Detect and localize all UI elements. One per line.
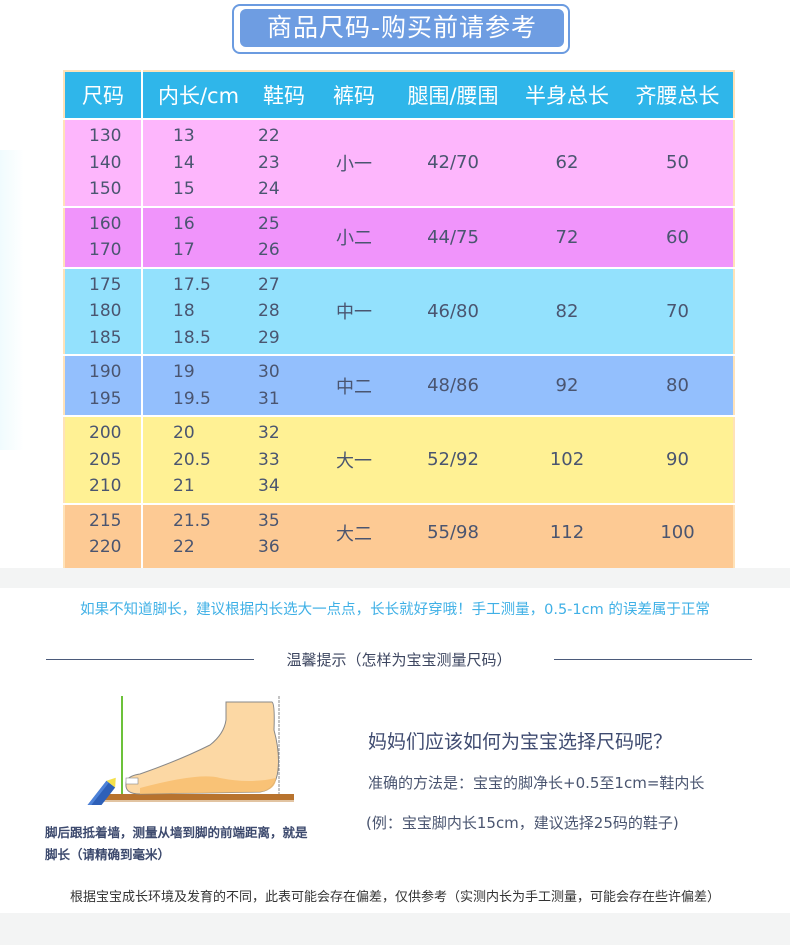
guide-method: 准确的方法是：宝宝的脚净长+0.5至1cm=鞋内长 xyxy=(368,774,705,792)
waist-length-cell: 80 xyxy=(622,354,734,416)
table-row: 190 195 19 19.5 30 31 中二 48/86 92 80 xyxy=(64,354,734,416)
disclaimer: 根据宝宝成长环境及发育的不同，此表可能会存在偏差，仅供参考（实测内长为手工测量，… xyxy=(69,890,720,905)
size-cell: 175 180 185 xyxy=(64,266,143,355)
size-cell: 190 195 xyxy=(64,354,143,416)
leg-waist-cell: 46/80 xyxy=(394,266,512,355)
guide-example: (例：宝宝脚内长15cm，建议选择25码的鞋子) xyxy=(366,814,679,832)
waist-length-cell: 100 xyxy=(622,502,734,576)
divider-band xyxy=(0,568,790,588)
inner-length-cell: 13 14 15 xyxy=(173,126,195,199)
pants-size-cell: 中二 xyxy=(314,354,394,416)
half-length-cell: 102 xyxy=(512,415,622,504)
header-pants-size: 裤码 xyxy=(314,71,394,120)
leg-waist-cell: 48/86 xyxy=(394,354,512,416)
divider-right xyxy=(554,659,752,660)
table-header-row: 尺码 内长/cm 鞋码 裤码 腿围/腰围 半身总长 齐腰总长 xyxy=(64,71,734,120)
pants-size-cell: 中一 xyxy=(314,266,394,355)
header-inner-length: 内长/cm xyxy=(142,71,254,120)
pants-size-cell: 大二 xyxy=(314,502,394,576)
shoe-size-cell: 27 28 29 xyxy=(254,266,314,355)
sizing-tip: 如果不知道脚长，建议根据内长选大一点点，长长就好穿哦！手工测量，0.5-1cm … xyxy=(80,602,710,618)
leg-waist-cell: 42/70 xyxy=(427,152,479,174)
header-shoe-size: 鞋码 xyxy=(254,71,314,120)
background-glow xyxy=(0,150,24,450)
header-waist-length: 齐腰总长 xyxy=(622,71,734,120)
half-length-cell: 82 xyxy=(512,266,622,355)
caption-line-1: 脚后跟抵着墙，测量从墙到脚的前端距离，就是 xyxy=(45,825,308,840)
waist-length-cell: 70 xyxy=(622,266,734,355)
header-size: 尺码 xyxy=(64,71,143,120)
section-header: 温馨提示（怎样为宝宝测量尺码） xyxy=(46,648,752,672)
title-banner: 商品尺码-购买前请参考 xyxy=(232,4,570,54)
pants-size-cell: 小一 xyxy=(336,153,372,175)
waist-length-cell: 50 xyxy=(666,152,689,174)
size-cell: 160 170 xyxy=(64,205,143,268)
header-half-length: 半身总长 xyxy=(512,71,622,120)
size-cell: 130 140 150 xyxy=(64,119,143,207)
size-cell: 200 205 210 xyxy=(64,415,143,504)
shoe-size-cell: 32 33 34 xyxy=(254,415,314,504)
size-chart-table: 尺码 内长/cm 鞋码 裤码 腿围/腰围 半身总长 齐腰总长 130 140 150… xyxy=(63,70,735,577)
inner-length-cell: 21.5 22 xyxy=(142,502,254,576)
table-row: 200 205 210 20 20.5 21 32 33 34 大一 52/92 102 9… xyxy=(64,415,734,504)
pants-size-cell: 小二 xyxy=(314,205,394,268)
table-row: 130 140 150 13 14 15 22 23 24 小一 42/70 62 50 xyxy=(64,119,734,207)
shoe-size-cell: 25 26 xyxy=(254,205,314,268)
divider-left xyxy=(46,659,254,660)
table-row: 160 170 16 17 25 26 小二 44/75 72 60 xyxy=(64,205,734,268)
header-leg-waist: 腿围/腰围 xyxy=(394,71,512,120)
shoe-size-cell: 30 31 xyxy=(254,354,314,416)
pencil-icon xyxy=(84,777,116,805)
waist-length-cell: 60 xyxy=(622,205,734,268)
waist-length-cell: 90 xyxy=(622,415,734,504)
half-length-cell: 72 xyxy=(512,205,622,268)
table-row: 215 220 21.5 22 35 36 大二 55/98 112 100 xyxy=(64,502,734,576)
inner-length-cell: 20 20.5 21 xyxy=(142,415,254,504)
pants-size-cell: 大一 xyxy=(314,415,394,504)
half-length-cell: 92 xyxy=(512,354,622,416)
table-row: 175 180 185 17.5 18 18.5 27 28 29 中一 46/80 82 … xyxy=(64,266,734,355)
leg-waist-cell: 44/75 xyxy=(394,205,512,268)
shoe-size-cell: 35 36 xyxy=(254,502,314,576)
leg-waist-cell: 55/98 xyxy=(394,502,512,576)
inner-length-cell: 19 19.5 xyxy=(142,354,254,416)
foot-icon xyxy=(125,701,279,795)
foot-measure-illustration xyxy=(84,696,294,805)
caption-line-2: 脚长（请精确到毫米） xyxy=(45,847,171,862)
floor-icon xyxy=(102,794,294,802)
page-title: 商品尺码-购买前请参考 xyxy=(240,9,564,47)
shoe-size-cell: 22 23 24 xyxy=(258,126,280,199)
section-title: 温馨提示（怎样为宝宝测量尺码） xyxy=(286,651,512,669)
illustration-caption: 脚后跟抵着墙，测量从墙到脚的前端距离，就是 脚长（请精确到毫米） xyxy=(45,822,345,866)
leg-waist-cell: 52/92 xyxy=(394,415,512,504)
size-cell: 215 220 xyxy=(64,502,143,576)
half-length-cell: 62 xyxy=(555,152,579,174)
inner-length-cell: 16 17 xyxy=(142,205,254,268)
half-length-cell: 112 xyxy=(512,502,622,576)
guide-title: 妈妈们应该如何为宝宝选择尺码呢？ xyxy=(368,731,673,753)
footer-band xyxy=(0,913,790,945)
inner-length-cell: 17.5 18 18.5 xyxy=(142,266,254,355)
